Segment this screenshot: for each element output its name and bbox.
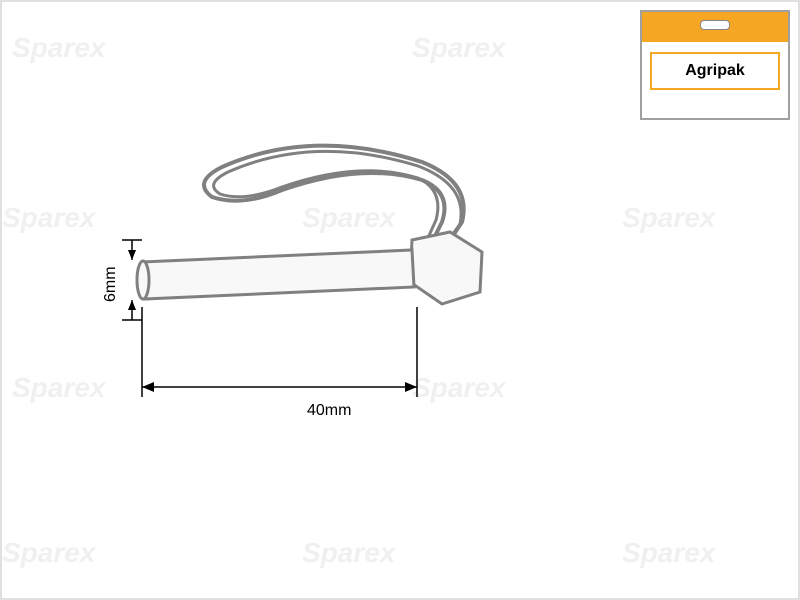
hex-head [410, 232, 482, 304]
watermark-text: Sparex [2, 537, 95, 569]
dim-h-arrow-right [405, 382, 417, 392]
agripak-packaging-box: Agripak [640, 10, 790, 120]
watermark-text: Sparex [622, 202, 715, 234]
dim-v-arrow-bot [128, 300, 136, 310]
agripak-header [642, 12, 788, 42]
watermark-text: Sparex [302, 537, 395, 569]
pin-diagram: 6mm 40mm [82, 132, 602, 412]
agripak-inner-frame: Agripak [650, 52, 780, 90]
watermark-text: Sparex [12, 32, 105, 64]
pin-shaft [142, 250, 414, 299]
agripak-label: Agripak [685, 62, 745, 80]
dim-h-arrow-left [142, 382, 154, 392]
pin-svg [82, 132, 602, 432]
agripak-body: Agripak [642, 42, 788, 122]
dim-v-arrow-top [128, 250, 136, 260]
diameter-label: 6mm [102, 266, 120, 302]
watermark-text: Sparex [412, 32, 505, 64]
length-label: 40mm [307, 402, 351, 420]
watermark-text: Sparex [622, 537, 715, 569]
pin-end [137, 261, 149, 299]
hang-hole [700, 20, 730, 30]
